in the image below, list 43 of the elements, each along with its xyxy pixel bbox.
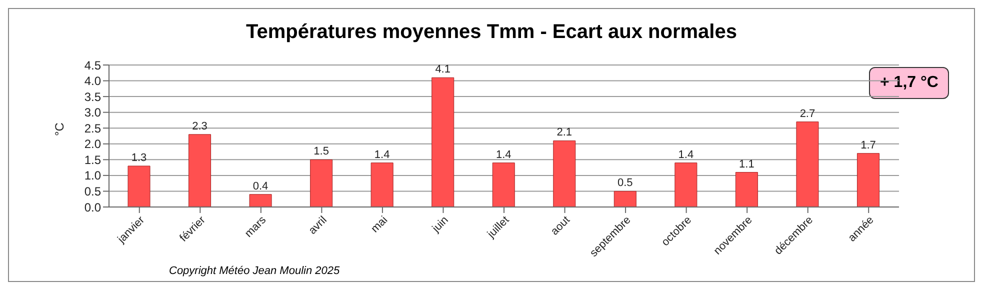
bar (432, 77, 454, 207)
bar (674, 162, 698, 207)
y-tick-label: 1.5 (84, 152, 102, 167)
y-tick-label: 4.5 (84, 58, 102, 72)
bar (796, 122, 819, 207)
y-tick-label: 3.0 (84, 106, 102, 120)
data-label: 0.4 (252, 180, 268, 192)
bar (553, 140, 576, 207)
data-label: 1.5 (314, 146, 329, 158)
data-label: 1.4 (496, 148, 512, 161)
data-label: 1.3 (131, 152, 147, 164)
y-tick-label: 2.0 (84, 137, 102, 152)
data-label: 1.4 (678, 148, 694, 161)
bar (370, 162, 394, 207)
y-tick-label: 4.0 (84, 74, 102, 88)
bar (614, 190, 636, 207)
bar (128, 166, 150, 207)
bar (735, 172, 758, 207)
y-tick-label: 0.5 (84, 184, 102, 198)
y-tick-label: 0.0 (84, 200, 102, 214)
data-label: 4.1 (435, 64, 450, 76)
x-tick-label: aout (548, 214, 572, 238)
data-label: 1.7 (860, 139, 876, 152)
bar (856, 153, 880, 207)
x-tick-label: avril (306, 214, 330, 237)
data-label: 0.5 (618, 177, 633, 190)
y-tick-label: 2.5 (84, 121, 102, 136)
data-label: 1.4 (374, 148, 390, 161)
y-axis-title: °C (52, 122, 66, 136)
text: Copyright Météo Jean Moulin 2025 (169, 265, 340, 277)
data-label: 1.1 (739, 158, 754, 170)
bar (249, 194, 272, 207)
y-tick-label: 3.5 (84, 90, 102, 104)
bar (492, 162, 515, 207)
bar (188, 134, 212, 207)
data-label: 2.1 (556, 126, 572, 139)
data-label: 2.7 (800, 108, 816, 120)
x-tick-label: juin (430, 214, 451, 236)
bar (310, 159, 333, 207)
chart-title: Températures moyennes Tmm - Ecart aux normales (245, 21, 738, 44)
data-label: 2.3 (192, 120, 208, 132)
x-tick-label: mai (369, 214, 390, 236)
y-tick-label: 1.0 (84, 168, 102, 183)
